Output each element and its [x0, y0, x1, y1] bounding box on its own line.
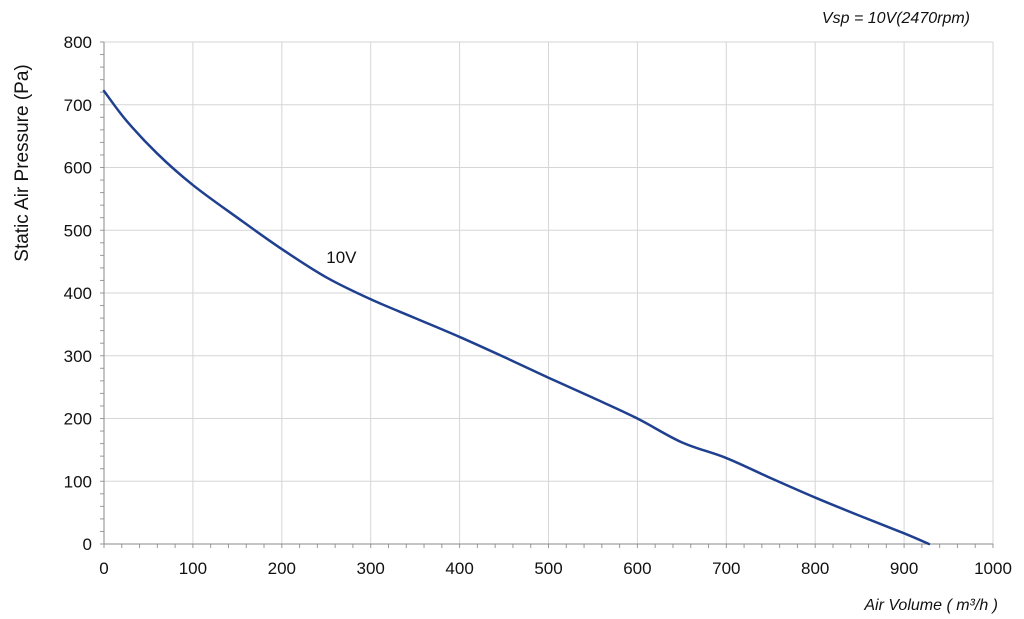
- series-line-10v: [102, 89, 931, 546]
- y-tick-label: 600: [64, 159, 92, 178]
- x-tick-label: 1000: [974, 559, 1012, 578]
- x-tick-label: 800: [801, 559, 829, 578]
- labels: 0 100 200 300 400 500 600 700 800 900 1000 0 100 200 3…: [64, 33, 1012, 578]
- minor-ticks: [100, 41, 994, 548]
- x-tick-label: 500: [534, 559, 562, 578]
- y-tick-label: 800: [64, 33, 92, 52]
- x-tick-label: 900: [890, 559, 918, 578]
- y-tick-label: 200: [64, 410, 92, 429]
- y-tick-label: 700: [64, 96, 92, 115]
- x-tick-label: 600: [623, 559, 651, 578]
- x-tick-label: 700: [712, 559, 740, 578]
- y-tick-label: 0: [83, 535, 92, 554]
- x-tick-label: 200: [268, 559, 296, 578]
- y-tick-label: 300: [64, 347, 92, 366]
- x-tick-label: 400: [445, 559, 473, 578]
- series-label-10v: 10V: [326, 248, 357, 267]
- y-axis-title: Static Air Pressure (Pa): [12, 64, 33, 261]
- series-layer: [102, 89, 931, 546]
- x-tick-label: 100: [179, 559, 207, 578]
- x-tick-label: 300: [357, 559, 385, 578]
- grid: [104, 41, 994, 544]
- x-tick-label: 0: [99, 559, 108, 578]
- axes: [103, 42, 993, 545]
- y-tick-label: 500: [64, 221, 92, 240]
- annotation: Vsp = 10V(2470rpm): [822, 10, 970, 27]
- x-axis-title: Air Volume ( m³/h ): [863, 597, 998, 614]
- y-tick-label: 400: [64, 284, 92, 303]
- y-tick-label: 100: [64, 472, 92, 491]
